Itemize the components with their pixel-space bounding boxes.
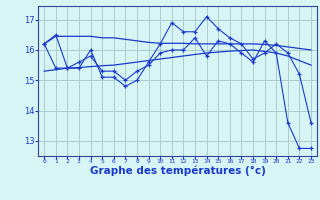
X-axis label: Graphe des températures (°c): Graphe des températures (°c) xyxy=(90,166,266,176)
